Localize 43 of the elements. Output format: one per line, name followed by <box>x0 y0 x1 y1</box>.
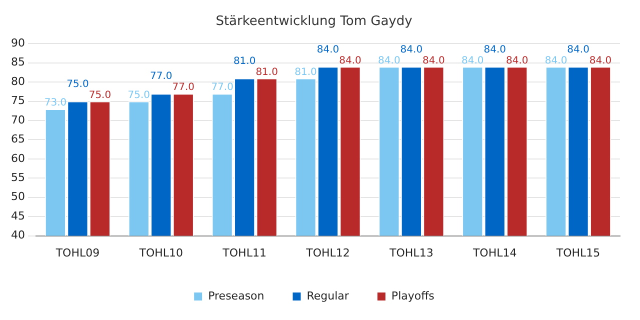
x-tick-label: TOHL14 <box>472 246 517 260</box>
data-label: 75.0 <box>128 90 150 101</box>
data-label: 84.0 <box>484 44 506 56</box>
data-label: 75.0 <box>66 78 89 90</box>
y-tick-label: 65 <box>10 132 25 146</box>
y-tick-label: 85 <box>10 56 25 69</box>
legend-label: Preseason <box>208 289 264 302</box>
x-tick-label: TOHL09 <box>54 246 100 260</box>
data-label: 81.0 <box>294 66 317 78</box>
x-tick-label: TOHL13 <box>388 246 434 260</box>
data-label: 77.0 <box>150 71 172 82</box>
y-tick-label: 75 <box>10 94 25 108</box>
legend-label: Playoffs <box>391 289 435 302</box>
data-label: 84.0 <box>422 55 445 66</box>
data-label: 84.0 <box>589 55 612 66</box>
data-label: 84.0 <box>544 55 568 66</box>
data-label: 84.0 <box>339 55 362 66</box>
x-tick-label: TOHL12 <box>305 246 350 260</box>
data-label: 84.0 <box>316 44 340 56</box>
data-label: 81.0 <box>233 56 256 67</box>
data-label: 77.0 <box>211 82 234 94</box>
y-tick-label: 60 <box>10 152 25 165</box>
data-label: 84.0 <box>378 55 400 66</box>
y-tick-label: 55 <box>10 171 25 184</box>
data-label: 73.0 <box>44 98 67 109</box>
legend-label: Regular <box>306 289 350 302</box>
x-tick-label: TOHL15 <box>555 246 600 260</box>
data-label: 84.0 <box>567 44 590 56</box>
chart-title: Stärkeentwicklung Tom Gaydy <box>216 14 413 30</box>
data-label: 84.0 <box>400 44 423 56</box>
data-label: 75.0 <box>88 90 112 101</box>
data-label: 81.0 <box>256 66 278 78</box>
x-tick-label: TOHL11 <box>222 246 266 260</box>
x-tick-label: TOHL10 <box>138 246 184 260</box>
y-tick-label: 40 <box>10 228 25 242</box>
y-tick-label: 45 <box>10 209 25 222</box>
data-label: 84.0 <box>506 55 528 66</box>
y-tick-label: 70 <box>10 113 25 126</box>
data-label: 77.0 <box>172 82 195 94</box>
y-tick-label: 90 <box>10 36 25 50</box>
y-tick-label: 80 <box>10 74 25 88</box>
y-tick-label: 50 <box>10 190 25 204</box>
data-label: 84.0 <box>461 55 484 66</box>
